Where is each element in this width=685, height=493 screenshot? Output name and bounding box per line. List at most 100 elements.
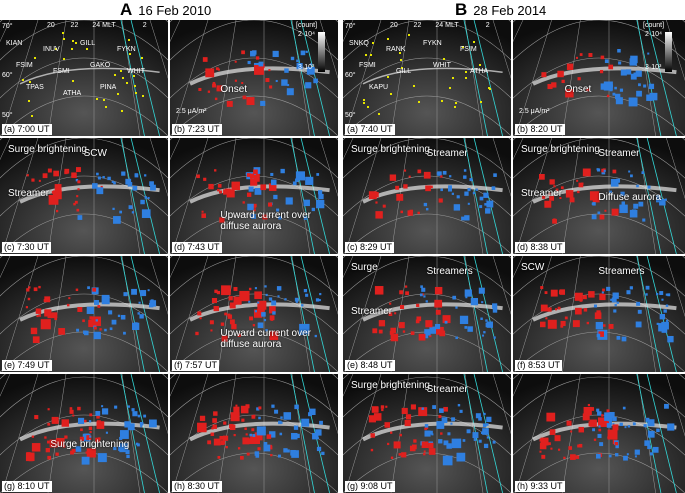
panel-annotation: Streamer: [351, 306, 393, 317]
aurora-arc: [532, 66, 677, 86]
downward-current-square: [619, 204, 628, 214]
magnetometer-station-dot: [119, 69, 122, 72]
upward-current-square: [390, 327, 396, 334]
upward-current-square: [401, 407, 408, 415]
meridian-line: [492, 20, 511, 79]
upward-current-square: [598, 428, 602, 432]
upward-current-square: [402, 330, 406, 333]
upward-current-square: [572, 320, 580, 328]
downward-current-square: [612, 423, 615, 426]
upward-current-square: [32, 336, 40, 344]
downward-current-square: [456, 195, 460, 199]
downward-current-square: [618, 61, 622, 65]
upward-current-square: [389, 302, 392, 305]
meridian-line: [344, 374, 382, 493]
downward-current-square: [443, 440, 449, 446]
downward-current-square: [664, 403, 669, 409]
downward-current-square: [305, 293, 309, 297]
upward-current-square: [77, 180, 81, 184]
upward-current-square: [268, 183, 277, 191]
upward-current-square: [223, 189, 229, 195]
downward-current-square: [664, 198, 667, 201]
downward-current-square: [95, 410, 101, 416]
meridian-line: [171, 20, 209, 136]
downward-current-square: [659, 198, 666, 206]
upward-current-square: [604, 209, 607, 212]
upward-current-square: [234, 79, 237, 82]
upward-current-square: [599, 293, 606, 301]
downward-current-square: [486, 416, 492, 422]
meridian-line: [492, 374, 511, 435]
downward-current-square: [463, 169, 467, 172]
downward-current-square: [89, 435, 92, 438]
magnetometer-station-dot: [71, 48, 74, 51]
upward-current-square: [405, 291, 409, 296]
upward-current-square: [388, 312, 393, 316]
downward-current-square: [425, 207, 429, 211]
upward-current-square: [423, 452, 426, 456]
upward-current-square: [400, 210, 404, 214]
upward-current-square: [47, 408, 50, 411]
meridian-line: [515, 138, 552, 254]
downward-current-square: [148, 419, 157, 428]
aurora-arc: [19, 302, 160, 322]
map-axis-label: 2: [485, 22, 490, 29]
magnetometer-station-dot: [390, 92, 393, 95]
upward-current-square: [425, 320, 433, 328]
downward-current-square: [273, 194, 278, 200]
upward-current-square: [214, 97, 218, 101]
upward-current-square: [212, 82, 216, 85]
latitude-line: [513, 293, 685, 335]
downward-current-square: [647, 430, 655, 438]
upward-current-square: [217, 183, 222, 188]
upward-current-square: [560, 186, 564, 190]
upward-current-square: [226, 100, 233, 107]
latitude-line: [170, 376, 338, 418]
magnetometer-station-dot: [400, 59, 403, 62]
downward-current-square: [143, 414, 147, 418]
downward-current-square: [632, 422, 636, 426]
latitude-line: [343, 57, 511, 99]
downward-current-square: [272, 311, 276, 315]
downward-current-square: [284, 68, 289, 73]
upward-current-square: [597, 417, 608, 427]
magnetometer-station-dot: [62, 31, 65, 34]
map-background: [513, 374, 685, 493]
downward-current-square: [630, 174, 633, 178]
meridian-line: [390, 20, 410, 136]
upward-current-square: [37, 308, 40, 311]
upward-current-square: [198, 87, 202, 92]
upward-current-square: [227, 313, 231, 317]
upward-current-square: [89, 316, 93, 320]
downward-current-square: [291, 432, 298, 440]
downward-current-square: [611, 297, 617, 303]
downward-current-square: [97, 453, 107, 463]
aurora-arc: [19, 421, 160, 442]
station-label: TPAS: [26, 84, 44, 91]
upward-current-square: [372, 328, 378, 334]
latitude-line: [343, 138, 511, 179]
downward-current-square: [450, 422, 453, 425]
downward-current-square: [87, 286, 90, 290]
upward-current-square: [33, 287, 38, 292]
downward-current-square: [132, 411, 138, 417]
meridian-line: [343, 20, 354, 43]
upward-current-square: [195, 331, 199, 336]
upward-current-square: [268, 69, 271, 72]
downward-current-square: [305, 50, 308, 53]
upward-current-square: [268, 202, 273, 207]
magnetometer-station-dot: [86, 47, 89, 50]
panel-time-label: (h) 9:33 UT: [515, 481, 565, 492]
downward-current-square: [107, 176, 111, 181]
downward-current-square: [293, 425, 299, 430]
col-b-panel-3: Surge brightening Streamer (c) 8:29 UT: [343, 138, 511, 254]
upward-current-square: [602, 324, 606, 327]
allsky-map: [170, 374, 338, 493]
downward-current-square: [606, 423, 612, 428]
upward-current-square: [550, 289, 558, 297]
downward-current-square: [428, 430, 433, 435]
downward-current-square: [313, 78, 318, 84]
upward-current-square: [560, 320, 566, 327]
upward-current-square: [89, 413, 93, 417]
downward-current-square: [301, 418, 310, 427]
